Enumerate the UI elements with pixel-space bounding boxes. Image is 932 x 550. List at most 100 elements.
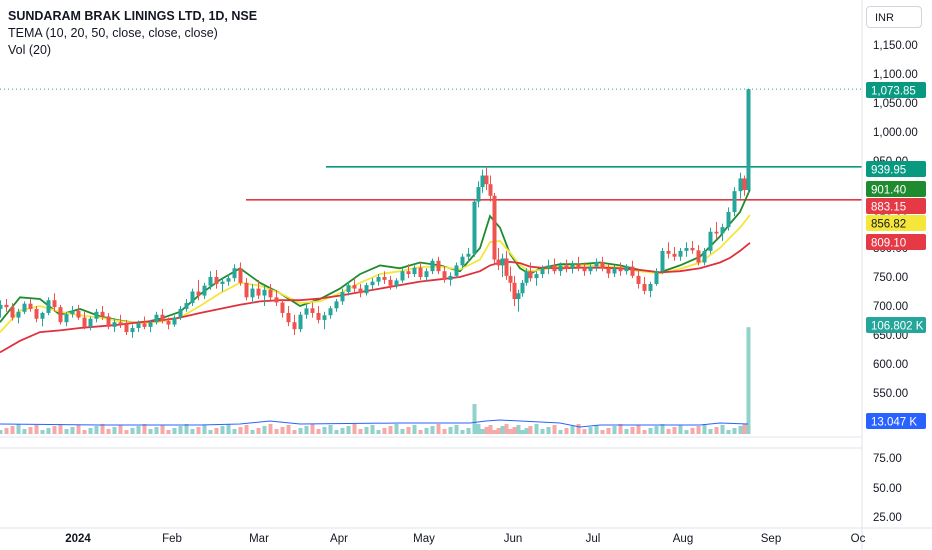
time-tick-label: 2024 (65, 533, 91, 545)
volume-bar (546, 427, 551, 434)
volume-bar (630, 427, 635, 434)
candle-body (310, 308, 315, 313)
volume-bar (418, 430, 423, 434)
candle-body (588, 266, 593, 272)
candle-body (274, 297, 279, 303)
candle-body (496, 259, 501, 266)
price-tick-label: 600.00 (873, 359, 908, 371)
volume-bar (454, 425, 459, 434)
volume-bar (484, 427, 489, 434)
candle-body (154, 314, 159, 323)
candle-body (16, 311, 21, 318)
candle-body (322, 315, 327, 320)
candle-body (466, 253, 471, 257)
candle-body (106, 316, 111, 327)
candle-body (594, 261, 599, 267)
candle-body (160, 314, 165, 322)
volume-bar (346, 426, 351, 434)
candle-body (100, 311, 105, 317)
time-tick-label: Apr (330, 533, 348, 545)
candle-body (460, 256, 465, 266)
candle-body (678, 250, 683, 257)
volume-bar (256, 428, 261, 434)
volume-bar (696, 426, 701, 434)
candle-body (34, 308, 39, 319)
candle-body (286, 312, 291, 323)
candle-body (226, 278, 231, 282)
time-tick-label: Jul (586, 533, 601, 545)
candle-body (654, 271, 659, 284)
currency-button[interactable]: INR (866, 6, 922, 28)
price-label: 809.10 (871, 238, 906, 250)
volume-bar (328, 425, 333, 434)
volume-bar (746, 327, 751, 434)
volume-bar (16, 424, 21, 434)
volume-bar (570, 426, 575, 434)
volume-bar (552, 425, 557, 434)
volume-bar (400, 429, 405, 434)
candle-body (238, 268, 243, 283)
volume-bar (508, 429, 513, 434)
price-tick-label: 1,100.00 (873, 69, 918, 81)
volume-bar (370, 425, 375, 434)
price-tick-label: 1,000.00 (873, 127, 918, 139)
candle-body (172, 317, 177, 325)
candle-body (636, 275, 641, 284)
candle-body (0, 304, 3, 309)
volume-bar (148, 429, 153, 434)
candle-body (520, 282, 525, 294)
volume-bar (340, 428, 345, 434)
candle-body (660, 250, 665, 272)
volume-bar (202, 425, 207, 434)
candle-body (672, 253, 677, 257)
candle-body (540, 268, 545, 275)
candle-body (746, 89, 751, 190)
indicator-legend-volume[interactable]: Vol (20) (8, 43, 52, 57)
candle-body (442, 271, 447, 280)
volume-label: 13.047 K (871, 417, 917, 429)
volume-bar (76, 425, 81, 434)
candle-body (328, 308, 333, 316)
volume-bar (178, 426, 183, 434)
volume-bar (442, 429, 447, 434)
candle-body (524, 271, 529, 283)
candle-body (190, 291, 195, 304)
volume-bar (612, 426, 617, 434)
candle-body (624, 266, 629, 272)
volume-bar (280, 427, 285, 434)
candle-body (430, 260, 435, 272)
volume-bar (624, 429, 629, 434)
volume-pane (0, 327, 751, 434)
volume-bar (648, 428, 653, 434)
candle-body (546, 265, 551, 269)
volume-bar (654, 426, 659, 434)
volume-bar (142, 424, 147, 434)
time-tick-label: Sep (761, 533, 781, 545)
volume-bar (106, 429, 111, 434)
candle-body (370, 281, 375, 286)
volume-bar (492, 430, 497, 434)
candle-body (582, 267, 587, 272)
volume-tick-label: 75.00 (873, 453, 902, 465)
price-label-bg (866, 181, 926, 197)
volume-bar (166, 430, 171, 434)
symbol-title[interactable]: SUNDARAM BRAK LININGS LTD, 1D, NSE (8, 9, 258, 23)
candle-body (208, 277, 213, 286)
price-labels: 1,073.85 939.95 901.40 883.15 856.82 809.10 10… (866, 82, 926, 429)
volume-bar (448, 427, 453, 434)
candle-body (642, 283, 647, 291)
series-tema-50 (0, 242, 751, 354)
indicator-legend-tema[interactable]: TEMA (10, 20, 50, close, close, close) (8, 26, 218, 40)
candle-body (720, 227, 725, 234)
volume-bar (684, 430, 689, 434)
volume-bar (196, 427, 201, 434)
volume-bar (58, 424, 63, 434)
volume-bar (130, 428, 135, 434)
volume-bar (322, 427, 327, 434)
volume-ma-line (0, 419, 749, 428)
candle-body (570, 264, 575, 269)
volume-bar (226, 424, 231, 434)
candle-body (484, 175, 489, 185)
candle-body (552, 265, 557, 272)
